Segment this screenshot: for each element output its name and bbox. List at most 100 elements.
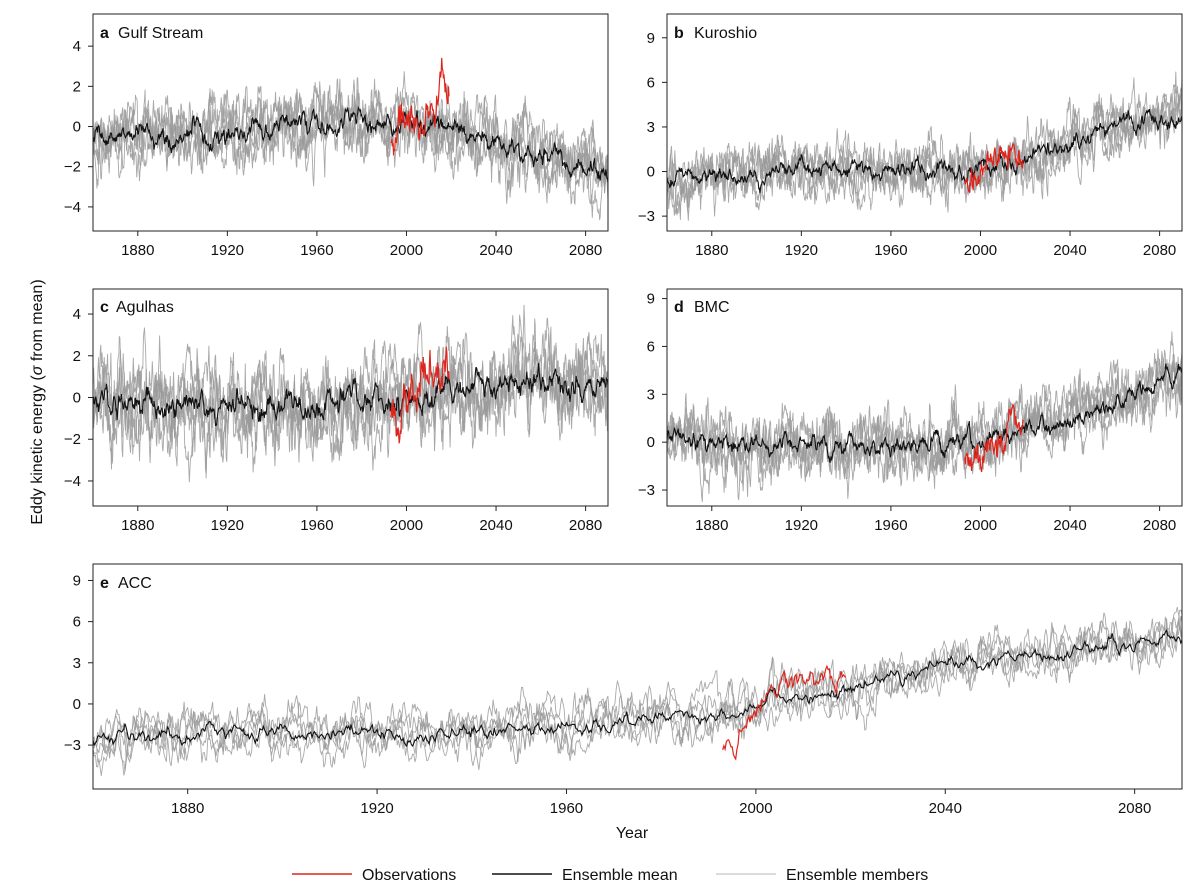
panel-a-y-tick-label-2: 2 <box>73 78 81 95</box>
panel-c-x-tick-label-1960: 1960 <box>300 517 333 534</box>
panel-e-y-tick-label-9: 9 <box>73 572 81 589</box>
panel-d-x-tick-label-2080: 2080 <box>1143 517 1176 534</box>
panel-d-x-tick-label-1960: 1960 <box>874 517 907 534</box>
panel-d-frame <box>666 288 1183 507</box>
panel-c-x-tick-label-2080: 2080 <box>569 517 602 534</box>
panel-b-plot-area <box>667 71 1182 221</box>
panel-a-y-tick-label--2: −2 <box>64 159 81 176</box>
legend: Observations Ensemble mean Ensemble memb… <box>292 867 928 884</box>
panel-e-y-tick-label--3: −3 <box>64 737 81 754</box>
panel-b-ensemble-mean <box>667 109 1182 194</box>
panel-a-ensemble-member-3 <box>93 77 608 201</box>
panel-d-y-tick-label-0: 0 <box>647 434 655 451</box>
panel-e-x-tick-label-2040: 2040 <box>929 800 962 817</box>
panel-c-x-tick-label-2000: 2000 <box>390 517 423 534</box>
panel-a-x-tick-label-1880: 1880 <box>121 242 154 259</box>
panel-a-x-tick-label-1960: 1960 <box>300 242 333 259</box>
panel-d-letter: d <box>674 299 684 316</box>
panel-d-y-tick-label--3: −3 <box>638 482 655 499</box>
panel-e-x-tick-label-2000: 2000 <box>739 800 772 817</box>
panel-c-plot-area <box>93 304 608 483</box>
panel-a: 1880 1920 1960 2000 2040 2080 −4 −2 0 2 4 a Gulf Str… <box>64 13 609 259</box>
panel-d-y-tick-label-9: 9 <box>647 291 655 308</box>
y-axis-label-prefix: Eddy kinetic energy ( <box>29 375 46 525</box>
panel-b-y-tick-label-3: 3 <box>647 119 655 136</box>
panel-b-y-tick-label-9: 9 <box>647 30 655 47</box>
panel-e-y-tick-label-0: 0 <box>73 696 81 713</box>
panel-a-ensemble-member-5 <box>93 82 608 204</box>
panel-d-x-tick-label-1880: 1880 <box>695 517 728 534</box>
panel-e-observations <box>722 664 847 761</box>
panel-c-x-tick-label-1880: 1880 <box>121 517 154 534</box>
panel-d-x-tick-label-1920: 1920 <box>785 517 818 534</box>
panel-b: 1880 1920 1960 2000 2040 2080 −3 0 3 6 9 b Kuroshio <box>638 13 1183 259</box>
panel-b-x-tick-label-2000: 2000 <box>964 242 997 259</box>
y-axis-label-suffix: from mean) <box>29 279 46 365</box>
panel-d-y-tick-label-6: 6 <box>647 338 655 355</box>
panel-e-ensemble-member-1 <box>93 609 1182 767</box>
panel-b-title: Kuroshio <box>694 25 757 42</box>
panel-d-x-tick-label-2000: 2000 <box>964 517 997 534</box>
panel-b-x-tick-label-1880: 1880 <box>695 242 728 259</box>
panel-a-observations <box>390 57 450 156</box>
panel-a-y-tick-label-0: 0 <box>73 119 81 136</box>
panel-a-x-tick-label-2040: 2040 <box>479 242 512 259</box>
panel-e-frame <box>92 563 1183 790</box>
panel-e-ensemble-mean <box>93 629 1182 748</box>
panel-a-y-tick-label--4: −4 <box>64 199 81 216</box>
panel-b-y-tick-label--3: −3 <box>638 208 655 225</box>
panel-a-y-tick-label-4: 4 <box>73 38 81 55</box>
y-axis-label: Eddy kinetic energy (σ from mean) <box>29 279 46 524</box>
panel-c-y-tick-label--4: −4 <box>64 473 81 490</box>
panel-e-letter: e <box>100 575 109 592</box>
panel-d-y-tick-label-3: 3 <box>647 386 655 403</box>
panel-c-ensemble-mean <box>93 363 608 427</box>
panel-e-title: ACC <box>118 575 152 592</box>
panel-a-letter: a <box>100 25 109 42</box>
panel-e-plot-area <box>93 606 1182 776</box>
panel-b-y-tick-label-6: 6 <box>647 74 655 91</box>
panel-e: 1880 1920 1960 2000 2040 2080 −3 0 3 6 9 e ACC <box>64 563 1183 817</box>
panel-c: 1880 1920 1960 2000 2040 2080 −4 −2 0 2 4 c Agulhas <box>64 288 609 534</box>
panel-b-x-tick-label-1920: 1920 <box>785 242 818 259</box>
panel-d-ensemble-mean <box>667 363 1182 463</box>
panel-e-y-tick-label-6: 6 <box>73 614 81 631</box>
panel-e-x-tick-label-2080: 2080 <box>1118 800 1151 817</box>
panel-a-x-tick-label-1920: 1920 <box>211 242 244 259</box>
panel-d: 1880 1920 1960 2000 2040 2080 −3 0 3 6 9 d BMC <box>638 288 1183 534</box>
panel-c-y-tick-label-2: 2 <box>73 348 81 365</box>
panel-e-x-tick-label-1880: 1880 <box>171 800 204 817</box>
panel-d-title: BMC <box>694 299 730 316</box>
panel-b-y-tick-label-0: 0 <box>647 164 655 181</box>
panel-a-frame <box>92 13 609 232</box>
panel-e-ensemble-member-2 <box>93 621 1182 776</box>
legend-label-ensemble-mean: Ensemble mean <box>562 867 678 884</box>
panel-c-y-tick-label-0: 0 <box>73 390 81 407</box>
panel-e-y-tick-label-3: 3 <box>73 655 81 672</box>
legend-label-ensemble-members: Ensemble members <box>786 867 928 884</box>
panel-b-x-tick-label-2040: 2040 <box>1053 242 1086 259</box>
panel-c-y-tick-label--2: −2 <box>64 431 81 448</box>
panel-d-x-tick-label-2040: 2040 <box>1053 517 1086 534</box>
panel-e-x-tick-label-1920: 1920 <box>360 800 393 817</box>
panel-b-x-tick-label-1960: 1960 <box>874 242 907 259</box>
panel-a-plot-area <box>93 57 608 221</box>
panel-b-observations <box>964 142 1024 194</box>
legend-label-observations: Observations <box>362 867 456 884</box>
y-axis-label-sigma: σ <box>29 364 46 375</box>
panel-a-x-tick-label-2000: 2000 <box>390 242 423 259</box>
panel-e-ensemble-member-4 <box>93 606 1182 772</box>
panel-c-ensemble-member-5 <box>93 304 608 473</box>
panel-a-x-tick-label-2080: 2080 <box>569 242 602 259</box>
panel-b-letter: b <box>674 25 684 42</box>
panel-b-frame <box>666 13 1183 232</box>
panel-d-plot-area <box>667 331 1182 503</box>
panel-a-ensemble-mean <box>93 105 608 183</box>
panel-c-letter: c <box>100 299 109 316</box>
panel-a-title: Gulf Stream <box>118 25 203 42</box>
panel-e-x-tick-label-1960: 1960 <box>550 800 583 817</box>
panel-b-x-tick-label-2080: 2080 <box>1143 242 1176 259</box>
panel-c-title: Agulhas <box>116 299 174 316</box>
x-axis-label: Year <box>616 825 649 842</box>
panel-c-observations <box>390 346 450 444</box>
